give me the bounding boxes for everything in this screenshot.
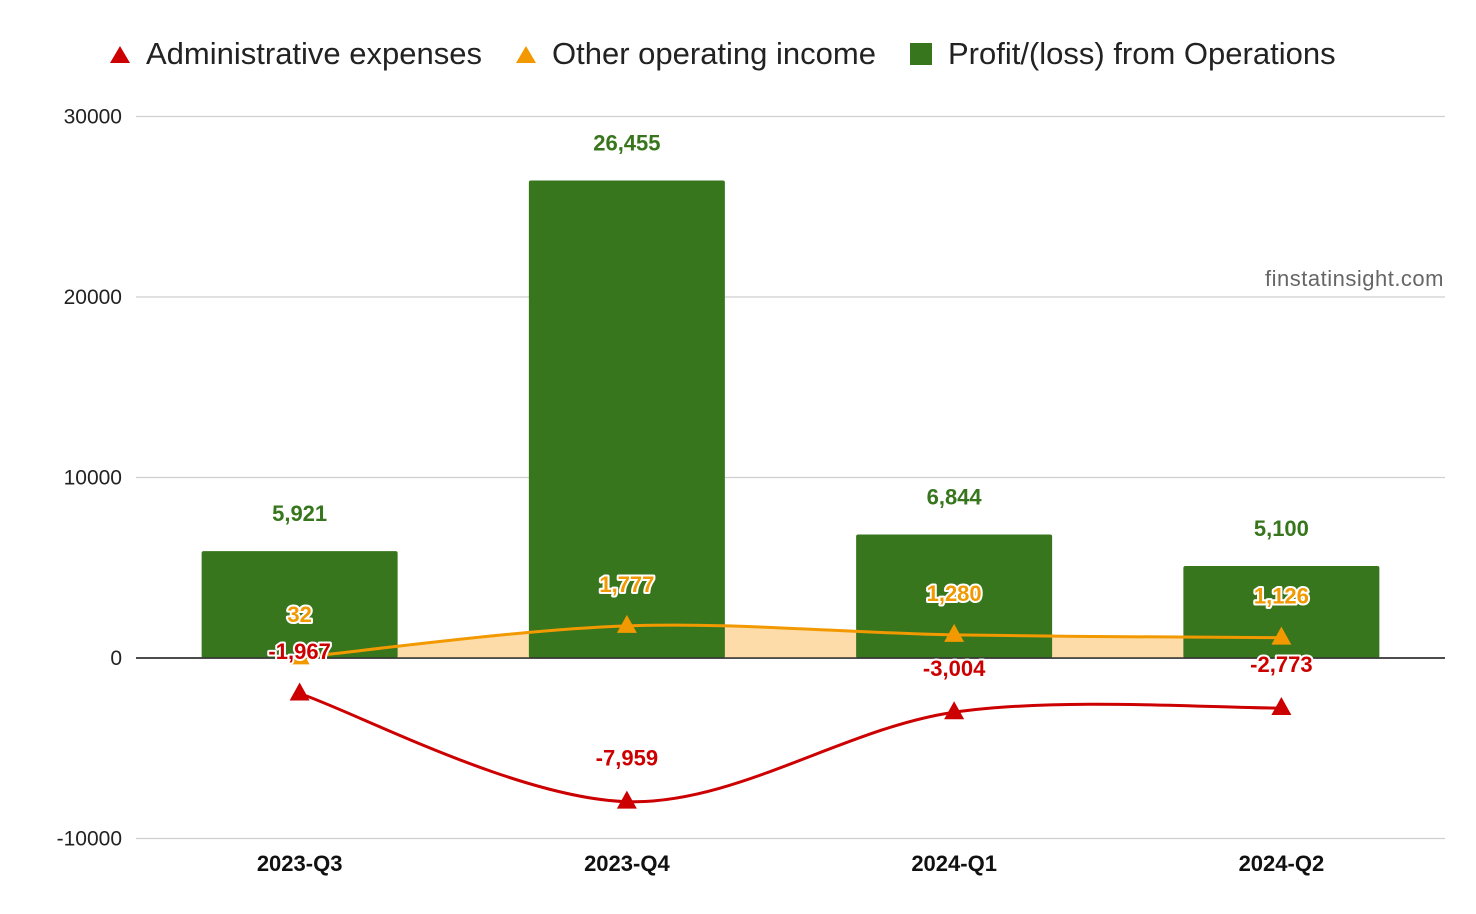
x-tick-label: 2024-Q1 — [911, 851, 997, 876]
y-tick-label: 30000 — [64, 106, 122, 129]
y-tick-label: 0 — [110, 647, 122, 670]
marker-administrative-expenses — [289, 682, 310, 701]
legend-item: Administrative expenses — [110, 36, 482, 72]
other-income-data-label: 1,280 — [927, 581, 982, 606]
legend-label: Other operating income — [552, 36, 876, 71]
legend-marker — [909, 43, 932, 65]
marker-administrative-expenses — [1271, 697, 1292, 716]
watermark: finstatinsight.com — [1265, 266, 1444, 291]
y-tick-label: 20000 — [64, 286, 122, 309]
admin-expenses-data-label: -2,773 — [1250, 652, 1312, 677]
bar-2024-Q2 — [1183, 565, 1380, 658]
marker-other-operating-income — [616, 614, 637, 633]
legend-marker — [516, 45, 536, 63]
marker-administrative-expenses — [616, 790, 637, 809]
line-administrative-expenses — [299, 692, 1282, 804]
marker-other-operating-income — [1271, 626, 1292, 645]
marker-other-operating-income — [289, 646, 310, 665]
y-tick-label: -10000 — [57, 828, 122, 851]
other-income-data-label: 1,777 — [599, 572, 654, 597]
chart-legend: Administrative expenses Other operating i… — [110, 36, 1336, 72]
line-other-operating-income — [299, 623, 1282, 659]
bar-data-label: 5,921 — [272, 501, 327, 526]
marker-administrative-expenses — [944, 701, 965, 720]
x-tick-label: 2023-Q4 — [584, 851, 670, 876]
bar-2024-Q1 — [856, 534, 1053, 658]
bar-data-label: 6,844 — [927, 484, 983, 509]
other-income-data-label: 1,126 — [1254, 584, 1309, 609]
legend-marker — [110, 45, 130, 63]
other-income-data-label: 32 — [287, 602, 311, 627]
x-tick-label: 2024-Q2 — [1239, 851, 1325, 876]
bar-2023-Q3 — [201, 551, 398, 658]
legend-label: Administrative expenses — [146, 36, 482, 71]
bar-2023-Q4 — [528, 180, 725, 658]
admin-expenses-data-label: -1,967 — [268, 639, 330, 664]
y-tick-label: 10000 — [64, 467, 122, 490]
x-tick-label: 2023-Q3 — [257, 851, 343, 876]
bar-data-label: 26,455 — [593, 130, 660, 155]
marker-other-operating-income — [944, 623, 965, 642]
bar-data-label: 5,100 — [1254, 516, 1309, 541]
legend-label: Profit/(loss) from Operations — [947, 36, 1336, 71]
legend-item: Other operating income — [516, 36, 876, 72]
admin-expenses-data-label: -7,959 — [596, 746, 658, 771]
legend-item: Profit/(loss) from Operations — [909, 36, 1336, 72]
admin-expenses-data-label: -3,004 — [923, 656, 986, 681]
